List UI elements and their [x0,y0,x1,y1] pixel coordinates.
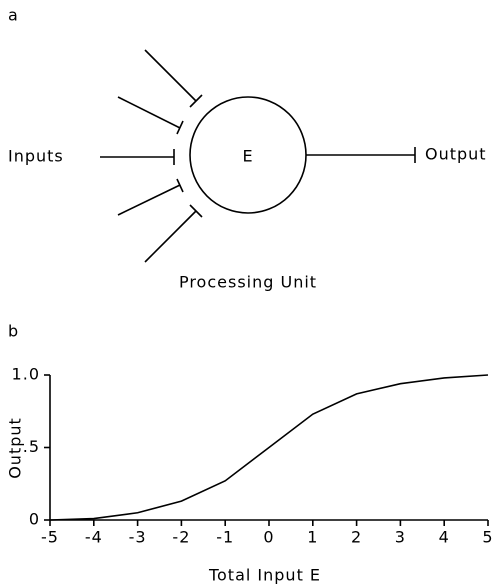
x-tick-label: 2 [351,528,362,547]
x-tick-label: 5 [482,528,493,547]
x-tick-label: 0 [263,528,274,547]
x-tick-label: 3 [395,528,406,547]
x-tick-label: 1 [307,528,318,547]
input-line [117,184,181,216]
panel-label: b [8,322,19,341]
x-tick-label: -1 [216,528,234,547]
inputs-label: Inputs [8,147,64,166]
diagram-caption: Processing Unit [179,273,317,292]
y-tick-label: .5 [23,437,40,456]
panel-label: a [8,6,19,25]
x-tick-label: 4 [439,528,450,547]
input-bar [189,204,203,218]
y-tick-label: 0 [29,510,40,529]
x-tick-label: -3 [129,528,147,547]
y-tick-label: 1.0 [12,365,40,384]
input-line [117,96,181,129]
input-bar [176,120,184,135]
y-axis-label: Output [6,417,25,479]
x-tick-label: -4 [85,528,103,547]
output-label: Output [425,145,487,164]
x-axis-label: Total Input E [208,566,321,585]
input-bar [189,94,203,108]
x-tick-label: -5 [41,528,59,547]
unit-label: E [242,147,253,166]
processing-unit-diagram: Inputs E Output Processing Unit [8,49,487,292]
x-tick-label: -2 [172,528,190,547]
input-bar [176,178,184,193]
input-line [144,49,197,102]
data-line [49,374,489,521]
input-line [144,210,197,263]
